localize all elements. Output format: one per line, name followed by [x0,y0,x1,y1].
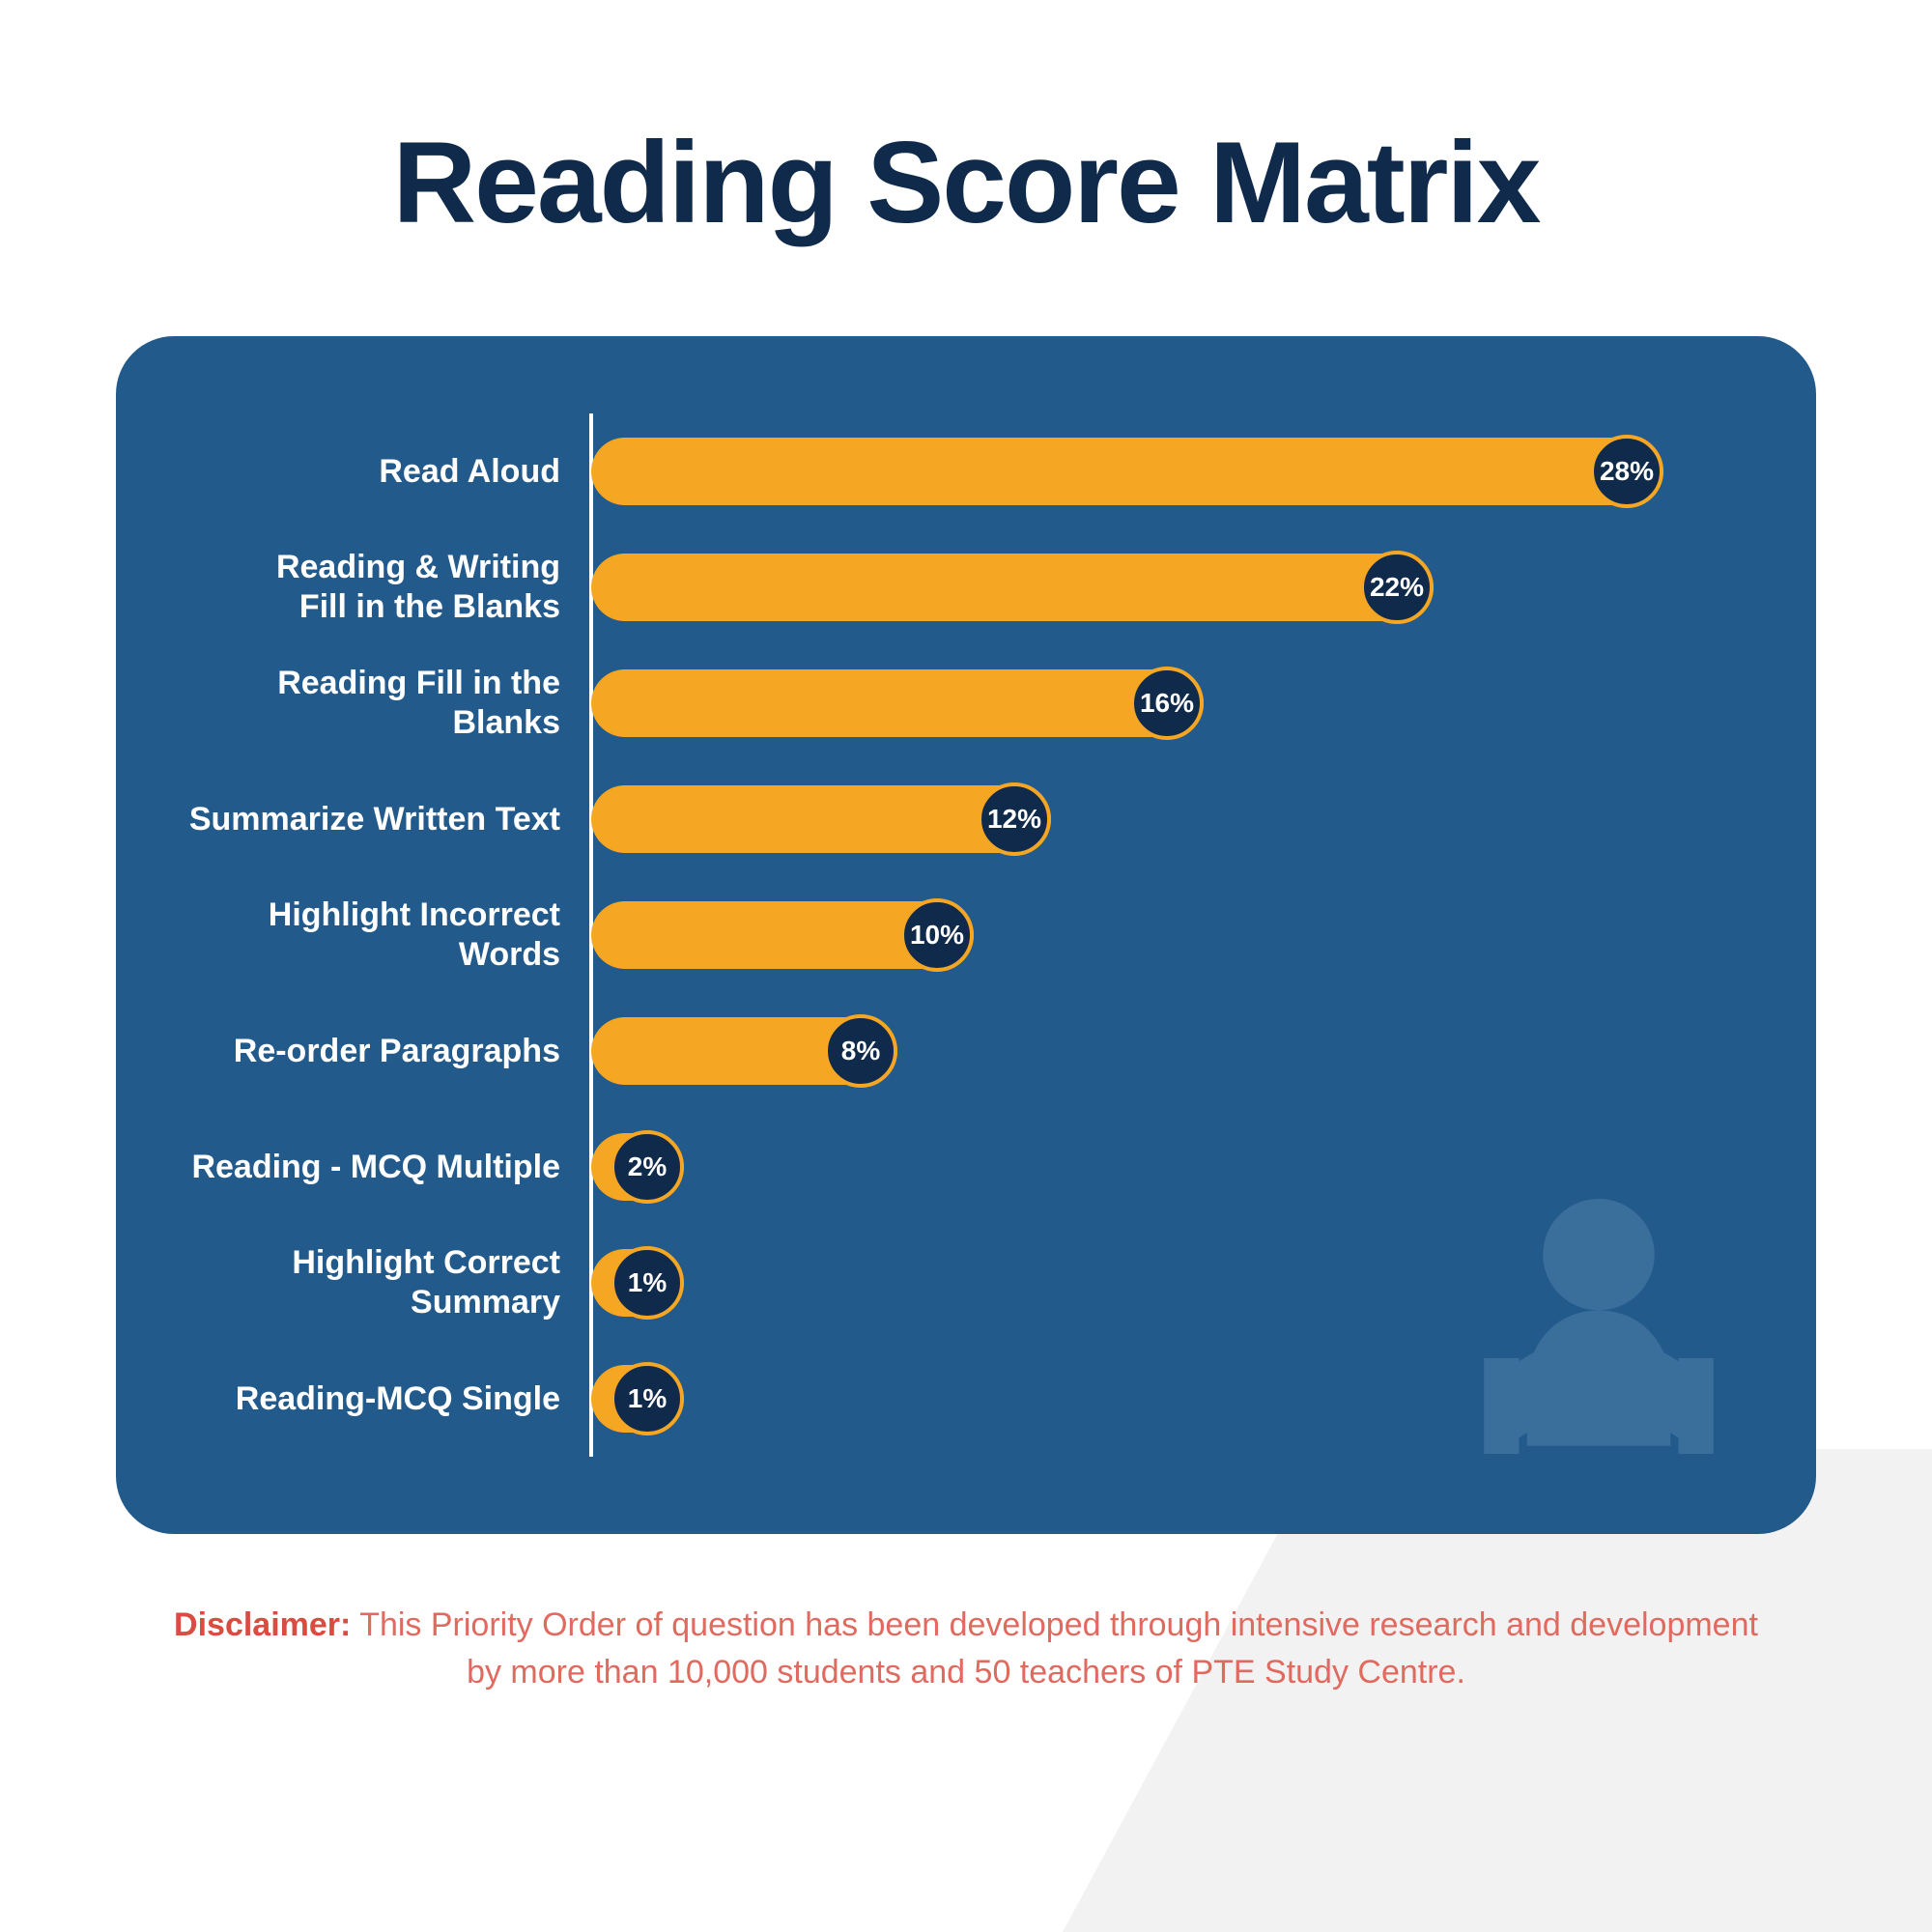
bar-track: 2% [591,1133,1758,1201]
bar-label: Summarize Written Text [174,800,589,839]
bar-value-endcap: 28% [1590,435,1663,508]
bar-track: 12% [591,785,1758,853]
chart-row: Re-order Paragraphs 8% [174,993,1758,1109]
bar-track: 1% [591,1365,1758,1433]
bar-value-endcap: 1% [611,1246,684,1320]
bar-label: Highlight Correct Summary [174,1243,589,1322]
page-title: Reading Score Matrix [0,0,1932,249]
bar-label: Reading - MCQ Multiple [174,1148,589,1187]
bar-value-endcap: 8% [824,1014,897,1088]
bar [591,669,1204,737]
bar-track: 22% [591,554,1758,621]
bar-label: Highlight Incorrect Words [174,895,589,975]
chart-row: Reading & WritingFill in the Blanks 22% [174,529,1758,645]
bar-value-endcap: 16% [1130,667,1204,740]
bar-track: 28% [591,438,1758,505]
bar-label: Reading Fill in the Blanks [174,664,589,743]
chart-row: Reading - MCQ Multiple 2% [174,1109,1758,1225]
chart-row: Highlight Incorrect Words 10% [174,877,1758,993]
bar-label: Re-order Paragraphs [174,1032,589,1071]
bar-track: 1% [591,1249,1758,1317]
bar-track: 10% [591,901,1758,969]
bar [591,438,1663,505]
disclaimer: Disclaimer: This Priority Order of quest… [174,1602,1758,1697]
disclaimer-text: This Priority Order of question has been… [351,1606,1758,1690]
chart-rows: Read Aloud 28% Reading & WritingFill in th… [174,413,1758,1457]
chart-panel: Read Aloud 28% Reading & WritingFill in th… [116,336,1816,1534]
bar-label: Reading & WritingFill in the Blanks [174,548,589,627]
chart-row: Highlight Correct Summary 1% [174,1225,1758,1341]
bar-value-endcap: 12% [978,782,1051,856]
bar-value-endcap: 10% [900,898,974,972]
chart-row: Read Aloud 28% [174,413,1758,529]
bar-value-endcap: 2% [611,1130,684,1204]
chart-row: Reading Fill in the Blanks 16% [174,645,1758,761]
bar-track: 8% [591,1017,1758,1085]
chart-row: Reading-MCQ Single 1% [174,1341,1758,1457]
disclaimer-lead: Disclaimer: [174,1606,351,1643]
bar-value-endcap: 22% [1360,551,1434,624]
chart-row: Summarize Written Text 12% [174,761,1758,877]
bar-value-endcap: 1% [611,1362,684,1435]
bar-label: Reading-MCQ Single [174,1379,589,1419]
bar [591,554,1434,621]
bar-label: Read Aloud [174,452,589,492]
bar-track: 16% [591,669,1758,737]
